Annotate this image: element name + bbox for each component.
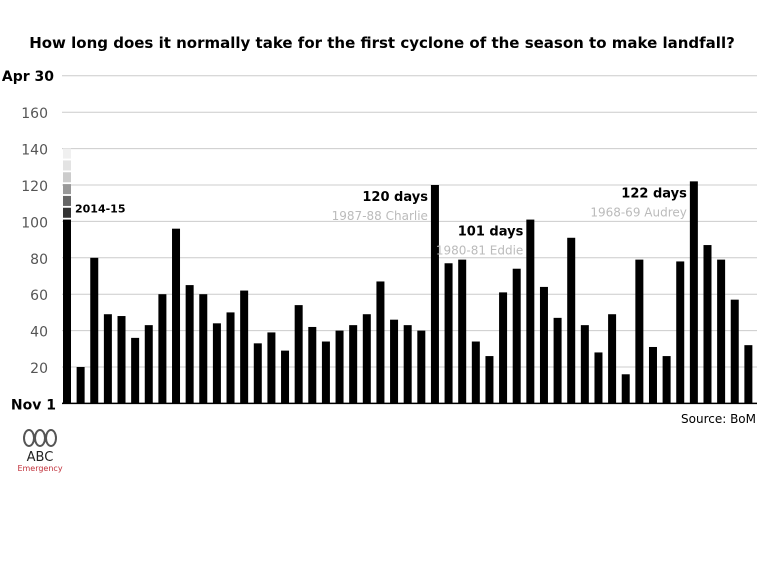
source-label: Source: BoM [681,412,756,426]
bar [335,330,344,404]
bar [390,319,399,404]
bar [730,299,739,404]
bar [648,346,657,404]
current-season-fade-segment [63,160,71,171]
bar [621,374,630,404]
bar [430,185,439,404]
current-season-fade-segment [63,148,71,159]
current-season-fade-segment [63,172,71,183]
bar [594,352,603,404]
bar [689,181,698,404]
y-top-label: Apr 30 [2,69,54,85]
bar [635,259,644,404]
bar [158,294,167,404]
bar [90,257,99,404]
logo-subtext: Emergency [17,464,62,473]
bar [539,286,548,404]
bar [63,219,71,404]
bar [76,367,85,404]
y-tick-label: 120 [21,179,48,195]
abc-logo: ABC Emergency [17,429,63,473]
bar [212,323,221,404]
abc-lissajous-icon [23,429,57,447]
bar [717,259,726,404]
bar [376,281,385,404]
bar [253,343,262,404]
bar [103,314,112,404]
current-season-fade-segment [63,207,71,218]
y-tick-label: 140 [21,143,48,159]
bar [281,350,290,404]
y-tick-label: 60 [30,288,48,304]
bar [608,314,617,404]
bar [185,285,194,404]
bar [744,345,753,404]
logo-text: ABC [27,450,54,465]
bar [662,356,671,404]
annotation-days: 101 days [458,225,524,240]
bar [362,314,371,404]
bar [172,228,181,404]
y-bottom-label: Nov 1 [11,397,56,413]
annotation-days: 120 days [362,190,428,205]
bar [676,261,685,404]
bar [499,292,508,404]
bar [526,219,535,404]
bar [117,316,126,404]
bar [444,263,453,404]
y-tick-label: 40 [30,325,48,341]
bar [226,312,235,404]
current-season-label: 2014-15 [75,203,126,216]
bar [240,290,249,404]
bar [512,268,521,404]
current-season-fade-segment [63,184,71,195]
y-tick-label: 100 [21,215,48,231]
bar [567,237,576,404]
bar [144,325,153,404]
bar [349,325,358,404]
bar [580,325,589,404]
bar [131,337,140,404]
chart-title: How long does it normally take for the f… [29,34,735,52]
bar [294,305,303,404]
bar [485,356,494,404]
bar [308,326,317,404]
y-tick-label: 80 [30,252,48,268]
bar [458,259,467,404]
annotation-name: 1980-81 Eddie [436,244,524,258]
bar [703,245,712,404]
bar [199,294,208,404]
bar [267,332,276,404]
bar [417,330,426,404]
bar [403,325,412,404]
annotation-name: 1968-69 Audrey [590,205,687,219]
annotation-days: 122 days [621,186,687,201]
y-tick-label: 160 [21,106,48,122]
current-season-fade-segment [63,195,71,206]
annotation-name: 1987-88 Charlie [332,209,428,223]
bar [321,341,330,404]
y-tick-label: 20 [30,361,48,377]
bar [471,341,480,404]
bar [553,317,562,404]
